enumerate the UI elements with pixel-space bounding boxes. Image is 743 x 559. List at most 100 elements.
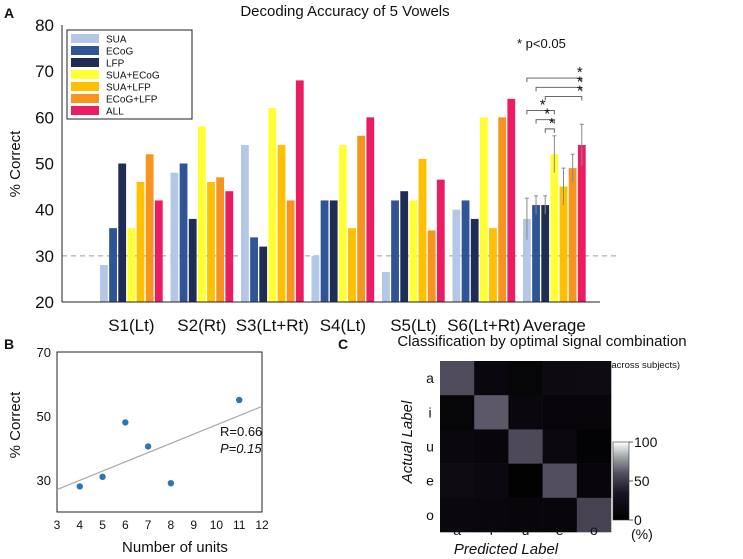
heatmap-cell [440,497,475,533]
heatmap-cell [440,361,475,396]
panel-a-category-label: Average [523,316,586,335]
bar-lfp-5 [470,218,479,302]
bar-ecog-6 [532,205,540,302]
panel-a-category-label: S5(Lt) [390,316,436,335]
significance-bracket [544,128,555,133]
significance-bracket [526,109,555,115]
panel-a-y-tick-label: 40 [35,201,54,220]
heatmap-cell [542,497,578,533]
scatter-point [167,480,175,487]
bar-sua-ecog-6 [550,154,559,302]
legend-swatch [71,34,99,43]
bar-ecog-1 [179,163,188,302]
panel-b-x-tick-label: 8 [168,518,175,532]
legend-label: ECoG+LFP [106,95,158,106]
bar-ecog-lfp-2 [286,200,295,302]
colorbar-tick-label: 50 [634,473,650,489]
significance-bracket [535,119,555,124]
panel-b-y-tick-label: 30 [37,473,51,488]
heatmap-cell [474,429,509,464]
bar-ecog-3 [320,200,329,302]
panel-b-x-tick-label: 4 [76,518,83,532]
heatmap-cell [576,429,612,464]
legend-swatch [71,70,99,79]
heatmap-cell [542,429,578,464]
panel-c-subtitle: (averaged across subjects) [566,360,680,371]
heatmap-row-label: a [426,370,434,386]
heatmap-cell [508,497,543,533]
bar-sua-ecog-5 [479,117,488,302]
heatmap-cell [508,361,543,396]
panel-a-label: A [4,5,14,21]
panel-b-x-tick-label: 3 [54,518,61,532]
heatmap-cell [576,361,612,396]
bar-all-6 [577,145,586,302]
heatmap-cell [474,361,509,396]
panel-c-y-axis-label: Actual Label [399,400,416,484]
bar-sua-lfp-3 [348,228,356,302]
legend-label: LFP [106,59,125,70]
significance-bracket [526,77,583,83]
panel-a-category-label: S2(Rt) [177,316,226,335]
bar-ecog-0 [109,228,117,302]
panel-b-y-tick-label: 50 [37,409,51,424]
panel-b-x-axis-label: Number of units [122,539,228,556]
legend-swatch [71,58,99,67]
significance-star: * [540,96,546,113]
panel-b-x-tick-label: 9 [190,518,197,532]
scatter-point [144,443,152,450]
bar-all-2 [295,80,304,303]
heatmap-col-label: o [590,522,598,538]
panel-a-y-axis-label: % Correct [7,130,24,198]
bar-lfp-1 [188,218,197,302]
bar-all-4 [436,179,445,302]
bar-sua-ecog-3 [338,145,347,302]
legend-label: SUA+ECoG [106,71,160,82]
legend-swatch [71,46,99,55]
heatmap-cell [576,395,612,430]
bar-ecog-lfp-4 [427,230,436,302]
significance-star: * [577,83,583,100]
bar-sua-ecog-0 [127,228,136,302]
bar-sua-lfp-1 [207,181,215,302]
bar-sua-ecog-1 [197,126,206,302]
heatmap-cell [542,463,578,499]
legend-swatch [71,82,99,91]
panel-b-y-axis-label: % Correct [7,391,24,459]
bar-sua-lfp-0 [136,181,145,302]
bar-sua-4 [382,271,390,302]
bar-ecog-lfp-3 [357,135,366,302]
bar-all-0 [154,200,163,302]
colorbar-tick-label: 100 [634,434,658,450]
panel-b-x-tick-label: 6 [122,518,129,532]
heatmap-col-label: e [556,522,564,538]
bar-sua-0 [100,265,108,302]
bar-sua-3 [311,255,320,302]
legend-swatch [71,94,99,103]
significance-star: * [549,115,555,132]
bar-lfp-6 [541,205,550,302]
bar-lfp-4 [400,191,409,302]
panel-a-y-tick-label: 60 [35,108,54,127]
heatmap-cell [508,429,543,464]
heatmap-cell [508,463,543,499]
bar-sua-lfp-5 [489,228,497,302]
legend-swatch [71,106,99,115]
significance-star: * [577,64,583,81]
panel-a-y-tick-label: 80 [35,16,54,35]
panel-c-title: Classification by optimal signal combina… [397,333,686,350]
legend-label: SUA [106,35,127,46]
scatter-point [236,396,243,404]
panel-a-category-label: S3(Lt+Rt) [236,316,309,335]
legend-label: SUA+LFP [106,83,151,94]
legend-label: ECoG [106,47,133,58]
panel-a-y-tick-label: 70 [35,62,54,81]
bar-sua-ecog-4 [409,200,418,302]
heatmap-row-label: i [428,404,431,420]
bar-ecog-5 [461,200,470,302]
bar-sua-5 [452,209,461,302]
bar-ecog-lfp-0 [145,154,154,302]
heatmap-col-label: u [522,522,530,538]
panel-c-label: C [338,336,348,352]
